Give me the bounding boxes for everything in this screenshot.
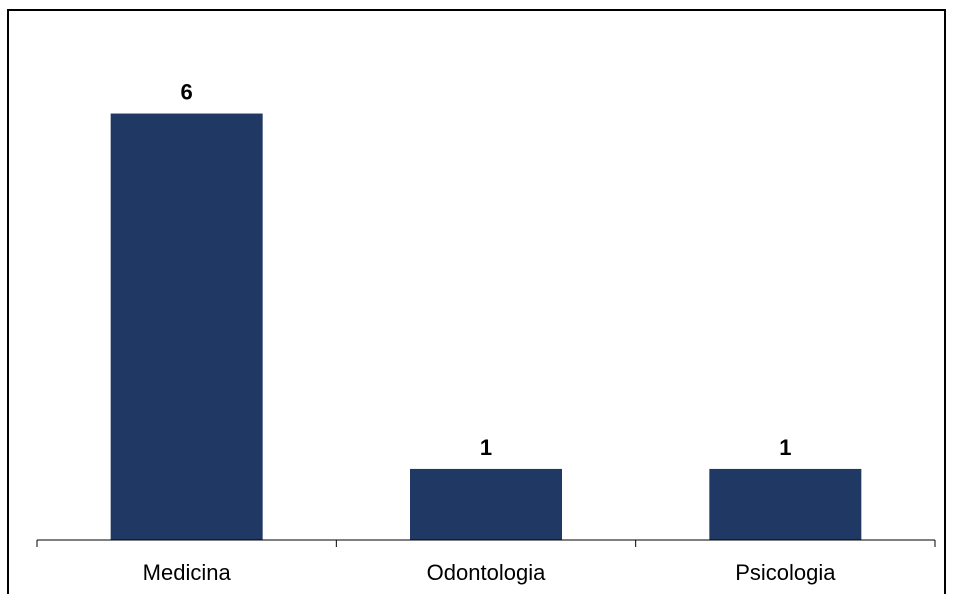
x-tick-label-odontologia: Odontologia xyxy=(427,560,546,585)
data-label-medicina: 6 xyxy=(181,80,193,105)
bars-group xyxy=(110,113,862,541)
x-axis-tick-labels-group: Medicina Odontologia Psicologia xyxy=(143,560,837,585)
bar-odontologia xyxy=(410,468,562,540)
bar-psicologia xyxy=(709,468,862,540)
chart-border xyxy=(7,9,946,594)
data-label-odontologia: 1 xyxy=(480,435,492,460)
x-tick-label-psicologia: Psicologia xyxy=(735,560,836,585)
x-axis-ticks-group xyxy=(36,540,936,547)
data-label-psicologia: 1 xyxy=(779,435,791,460)
bar-medicina xyxy=(110,113,263,541)
data-labels-group: 6 1 1 xyxy=(181,80,792,460)
x-tick-label-medicina: Medicina xyxy=(143,560,232,585)
